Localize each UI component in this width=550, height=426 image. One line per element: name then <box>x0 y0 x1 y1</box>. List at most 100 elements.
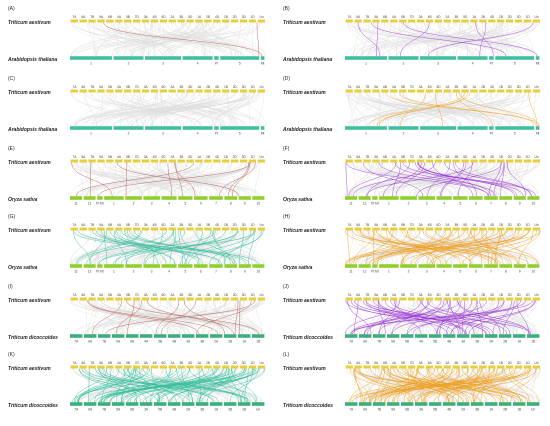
top-chromosome-bar <box>470 297 478 301</box>
top-chromosome-bar <box>159 365 167 369</box>
background-collinear-link <box>86 92 117 127</box>
top-chromosome-label: 3D <box>242 223 247 227</box>
top-chromosome-label: 1D <box>526 293 531 297</box>
background-collinear-link <box>387 22 440 57</box>
background-collinear-link <box>92 300 146 335</box>
bottom-chromosome-bar <box>194 196 208 200</box>
highlighted-collinear-link <box>462 230 537 265</box>
bottom-chromosome-bar <box>161 196 177 200</box>
highlighted-collinear-link <box>167 162 173 197</box>
top-chromosome-bar <box>381 19 389 23</box>
top-chromosome-bar <box>70 89 78 93</box>
top-chromosome-label: 4D <box>490 223 495 227</box>
highlighted-collinear-link <box>473 368 521 403</box>
background-collinear-link <box>164 230 234 265</box>
top-chromosome-bar <box>230 89 239 93</box>
highlighted-collinear-link <box>76 230 167 265</box>
background-collinear-link <box>73 92 216 127</box>
highlighted-collinear-link <box>425 230 518 265</box>
top-chromosome-bar <box>452 159 460 163</box>
top-chromosome-bar <box>204 19 212 23</box>
top-chromosome-bar <box>390 227 398 231</box>
background-collinear-link <box>490 162 500 197</box>
top-chromosome-bar <box>425 297 434 301</box>
bottom-chromosome-bar <box>373 334 386 338</box>
highlighted-collinear-link <box>518 230 534 265</box>
top-chromosome-bar <box>363 159 371 163</box>
background-collinear-link <box>528 368 537 403</box>
highlighted-collinear-link <box>78 368 128 403</box>
bottom-chromosome-label: 7 <box>215 270 217 274</box>
highlighted-collinear-link <box>75 230 143 265</box>
bottom-chromosome-bar <box>469 196 483 200</box>
top-chromosome-bar <box>186 297 194 301</box>
background-collinear-link <box>427 22 498 57</box>
highlighted-collinear-link <box>353 300 359 335</box>
highlighted-collinear-link <box>126 230 175 265</box>
background-collinear-link <box>516 300 527 335</box>
top-chromosome-bar <box>195 159 203 163</box>
top-chromosome-bar <box>497 297 505 301</box>
highlighted-collinear-link <box>416 162 502 197</box>
background-collinear-link <box>460 92 523 127</box>
background-collinear-link <box>497 300 533 335</box>
bottom-chromosome-bar <box>145 126 182 130</box>
top-chromosome-bar <box>514 227 523 231</box>
background-collinear-link <box>206 300 264 335</box>
top-chromosome-label: 2D <box>233 361 238 365</box>
bottom-chromosome-label: 5 <box>514 132 516 136</box>
highlighted-collinear-link <box>426 368 527 403</box>
background-collinear-link <box>352 300 416 335</box>
bottom-chromosome-label: 3 <box>437 132 439 136</box>
panel-label: (F) <box>283 146 290 152</box>
highlighted-collinear-link <box>435 92 443 127</box>
top-chromosome-bar <box>381 227 389 231</box>
top-chromosome-bar <box>497 19 505 23</box>
top-chromosome-label: 2D <box>508 155 513 159</box>
background-collinear-link <box>441 22 513 57</box>
highlighted-collinear-link <box>369 368 415 403</box>
top-genome-label: Triticum aestivum <box>8 298 51 304</box>
bottom-chromosome-label: 2A <box>489 340 494 344</box>
highlighted-collinear-link <box>116 368 126 403</box>
top-chromosome-bar <box>159 297 167 301</box>
background-collinear-link <box>468 230 524 265</box>
background-collinear-link <box>148 22 206 57</box>
bottom-chromosome-bar <box>260 126 265 130</box>
background-collinear-link <box>141 92 157 127</box>
top-chromosome-label: 2A <box>446 155 451 159</box>
panel-b: (B) Triticum aestivum Arabidopsis thaliana… <box>282 6 540 66</box>
top-chromosome-label: 7D <box>410 15 415 19</box>
panel-e: (E) Triticum aestivum Oryza sativa 7A 6A 7B 5A… <box>8 146 265 206</box>
background-collinear-link <box>184 368 264 403</box>
bottom-chromosome-label: 1B <box>517 408 521 412</box>
background-collinear-link <box>355 300 406 335</box>
top-chromosome-bar <box>230 297 239 301</box>
highlighted-collinear-link <box>127 230 167 265</box>
top-chromosome-label: 2D <box>508 15 513 19</box>
top-chromosome-bar <box>523 227 532 231</box>
bottom-chromosome-label: 6 <box>475 202 477 206</box>
bottom-chromosome-label: 9 <box>519 270 521 274</box>
bottom-chromosome-bar <box>182 126 213 130</box>
top-chromosome-label: 1B <box>224 15 228 19</box>
background-collinear-link <box>462 300 475 335</box>
background-collinear-link <box>150 92 227 127</box>
background-collinear-link <box>71 92 131 127</box>
top-chromosome-label: 6D <box>162 293 167 297</box>
top-chromosome-bar <box>168 227 176 231</box>
highlighted-collinear-link <box>227 368 242 403</box>
highlighted-collinear-link <box>240 368 254 403</box>
highlighted-collinear-link <box>136 368 248 403</box>
background-collinear-link <box>96 300 135 335</box>
background-collinear-link <box>147 300 186 335</box>
top-chromosome-label: 4D <box>215 223 220 227</box>
bottom-chromosome-bar <box>125 196 142 200</box>
highlighted-collinear-link <box>459 92 539 127</box>
bottom-chromosome-bar <box>210 402 223 406</box>
background-collinear-link <box>231 300 244 335</box>
top-chromosome-bar <box>239 89 248 93</box>
bottom-chromosome-bar <box>252 264 265 268</box>
bottom-chromosome-bar <box>499 264 513 268</box>
background-collinear-link <box>202 368 252 403</box>
